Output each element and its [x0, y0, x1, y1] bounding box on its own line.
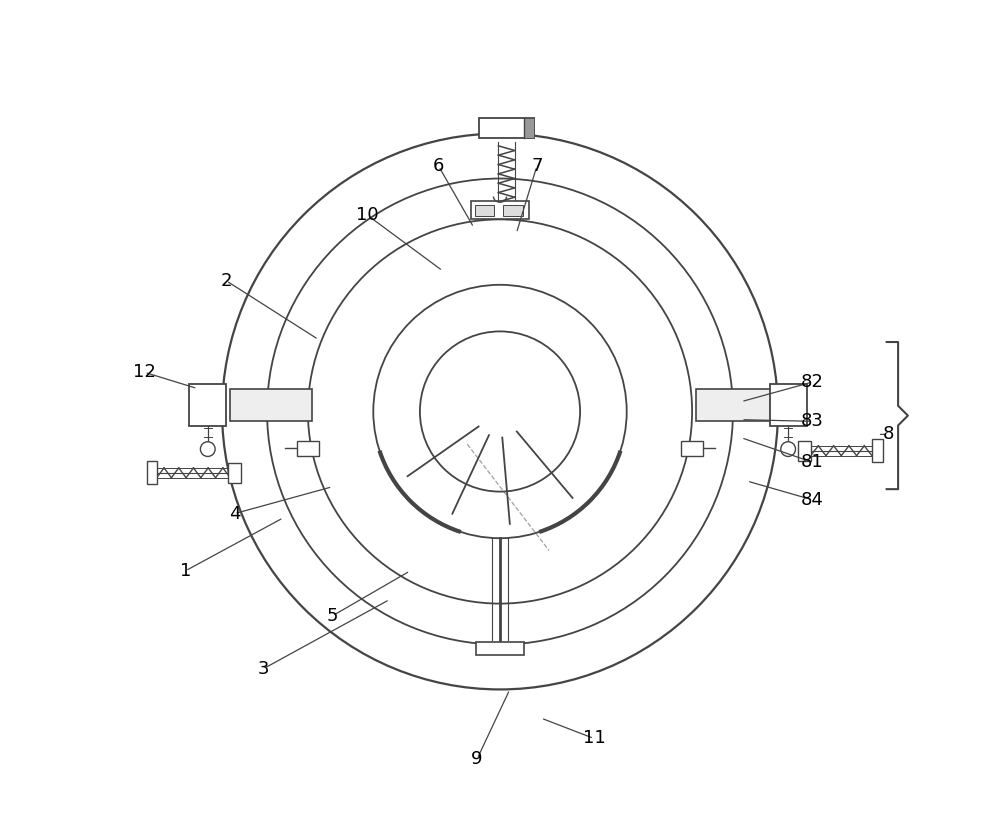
- Bar: [770, 384, 807, 426]
- Text: 8: 8: [883, 425, 894, 444]
- Text: 81: 81: [801, 453, 824, 472]
- Text: 9: 9: [471, 750, 483, 768]
- Bar: [798, 441, 811, 461]
- Text: 10: 10: [356, 207, 379, 225]
- Bar: [503, 205, 523, 216]
- Text: 7: 7: [531, 157, 543, 175]
- Circle shape: [781, 442, 796, 457]
- Bar: [872, 439, 883, 463]
- Text: 83: 83: [801, 412, 824, 430]
- Bar: [228, 463, 241, 482]
- Text: 5: 5: [327, 607, 338, 625]
- Text: 11: 11: [583, 729, 605, 747]
- Bar: [230, 388, 312, 421]
- Bar: [297, 441, 319, 456]
- Bar: [696, 388, 778, 421]
- Bar: [681, 441, 703, 456]
- Text: 2: 2: [220, 272, 232, 290]
- Bar: [479, 118, 534, 137]
- Bar: [189, 384, 226, 426]
- Bar: [476, 642, 524, 655]
- Text: 12: 12: [133, 363, 156, 381]
- Text: 82: 82: [801, 373, 824, 391]
- Text: 3: 3: [257, 660, 269, 678]
- Text: 84: 84: [801, 491, 824, 509]
- Circle shape: [200, 442, 215, 457]
- Bar: [475, 205, 494, 216]
- Bar: [147, 462, 157, 484]
- Text: 6: 6: [433, 157, 444, 175]
- Text: 1: 1: [180, 562, 191, 580]
- Bar: [471, 202, 529, 220]
- Text: 4: 4: [229, 504, 240, 523]
- Bar: [524, 118, 534, 137]
